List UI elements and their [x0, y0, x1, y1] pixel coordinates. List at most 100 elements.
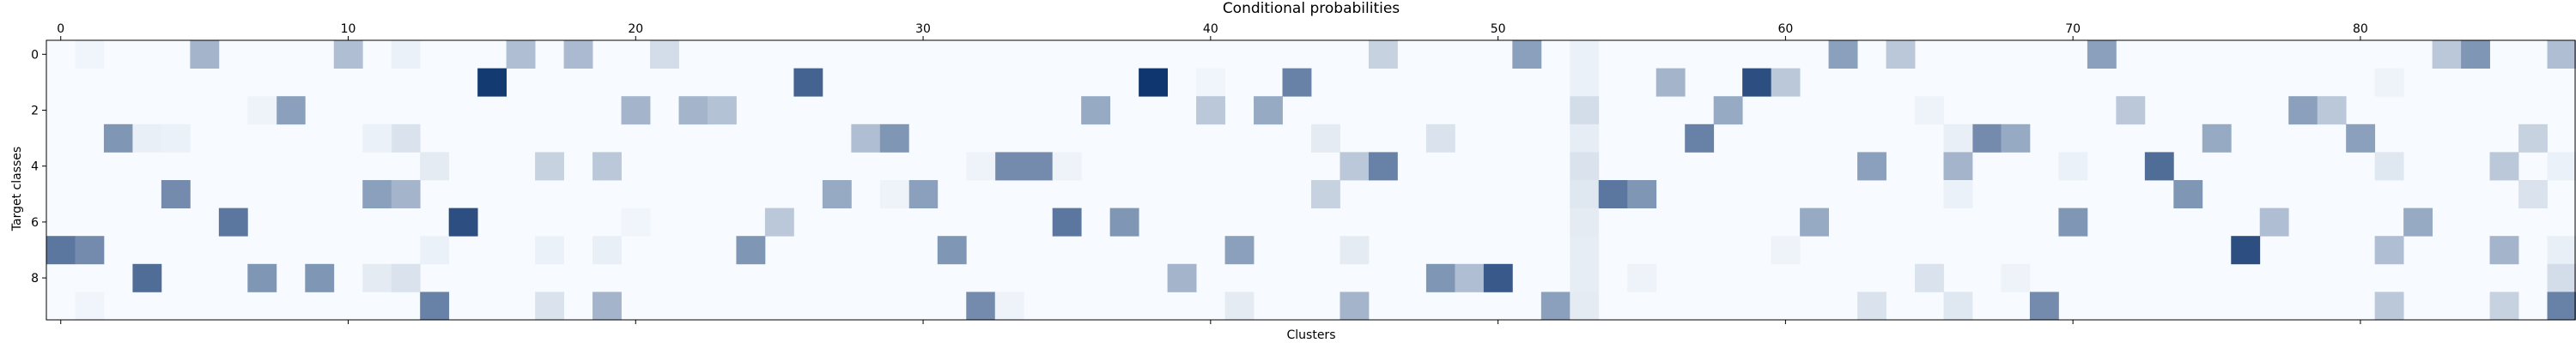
heatmap-cell	[391, 263, 421, 292]
heatmap-cell	[1081, 96, 1111, 125]
heatmap-cell	[1167, 263, 1197, 292]
heatmap-cell	[1254, 96, 1283, 125]
y-axis-label: Target classes	[10, 147, 24, 232]
heatmap-cell	[1771, 68, 1801, 97]
heatmap-cell	[1139, 68, 1169, 97]
x-tick-label-top: 40	[1203, 22, 1218, 36]
heatmap-cell	[535, 292, 564, 321]
heatmap-cell	[1340, 236, 1370, 265]
x-ticks-bottom	[60, 320, 2361, 324]
heatmap-cell	[1052, 152, 1082, 181]
heatmap-cell	[1570, 40, 1600, 69]
heatmap-cell	[2374, 68, 2404, 97]
heatmap-cell	[1570, 152, 1600, 181]
heatmap-cell	[477, 68, 507, 97]
heatmap-cell	[132, 263, 162, 292]
y-tick-label: 0	[31, 48, 39, 62]
heatmap-cell	[1340, 152, 1370, 181]
heatmap-cell	[2374, 152, 2404, 181]
heatmap-cell	[2518, 123, 2548, 153]
heatmap-cell	[1685, 123, 1715, 153]
heatmap-cell	[2116, 96, 2146, 125]
heatmap-cell	[1971, 123, 2002, 153]
heatmap-cell	[2547, 40, 2576, 69]
heatmap-cell	[448, 208, 478, 237]
heatmap-cell	[879, 123, 909, 153]
heatmap-cell	[218, 208, 248, 237]
heatmap-cell	[305, 263, 335, 292]
x-tick-label-top: 60	[1777, 22, 1793, 36]
y-tick-label: 2	[31, 105, 39, 118]
x-tick-label-top: 20	[628, 22, 643, 36]
heatmap-cell	[1311, 180, 1340, 208]
heatmap-cell	[2173, 180, 2203, 208]
heatmap-cell	[1886, 40, 1916, 69]
heatmap-cell	[592, 152, 622, 181]
heatmap-cell	[1943, 292, 1973, 321]
heatmap-cell	[1742, 68, 1772, 97]
heatmap-cell	[592, 292, 622, 321]
heatmap-cell	[247, 263, 277, 292]
heatmap-cell	[362, 123, 392, 153]
heatmap-cell	[1570, 68, 1600, 97]
x-tick-label-top: 10	[341, 22, 356, 36]
heatmap-cell	[1627, 263, 1657, 292]
heatmap-cell	[1570, 180, 1600, 208]
heatmap-cell	[2547, 152, 2576, 181]
heatmap-cell	[2432, 40, 2462, 69]
heatmap-cell	[1943, 123, 1973, 153]
heatmap-cell	[2547, 236, 2576, 265]
heatmap-cell	[1915, 263, 1944, 292]
heatmap-cell	[420, 292, 450, 321]
heatmap-cell	[650, 40, 679, 69]
heatmap-cell	[2058, 208, 2088, 237]
heatmap-cell	[908, 180, 939, 208]
heatmap-cell	[1627, 180, 1657, 208]
heatmap-cell	[506, 40, 536, 69]
heatmap-cell	[2231, 236, 2261, 265]
heatmap-cell	[1570, 208, 1600, 237]
x-tick-label-top: 30	[915, 22, 931, 36]
heatmap-cell	[362, 180, 392, 208]
heatmap-cell	[621, 208, 651, 237]
heatmap-cell	[75, 236, 105, 265]
x-tick-label-top: 50	[1491, 22, 1506, 36]
heatmap-cell	[2029, 292, 2059, 321]
heatmap-cell	[563, 40, 593, 69]
heatmap-cell	[1828, 40, 1858, 69]
heatmap-cell	[75, 40, 105, 69]
heatmap-cell	[1024, 152, 1054, 181]
heatmap-cell	[2087, 40, 2117, 69]
x-tick-label-top: 70	[2065, 22, 2081, 36]
y-ticks: 0 2 4 6 8	[31, 48, 46, 286]
heatmap-cell	[2461, 40, 2490, 69]
heatmap-cell	[46, 236, 76, 265]
heatmap-cell	[2317, 96, 2347, 125]
heatmap-cell	[103, 123, 133, 153]
heatmap-cell	[391, 40, 421, 69]
heatmap-cell	[2489, 152, 2519, 181]
heatmap-cell	[1368, 152, 1398, 181]
heatmap-cell	[1943, 152, 1973, 181]
y-tick-label: 8	[31, 272, 39, 286]
heatmap-cell	[1311, 123, 1340, 153]
plot-frame	[46, 39, 2576, 321]
heatmap-cell	[161, 180, 191, 208]
heatmap-cell	[1109, 208, 1139, 237]
chart-title: Conditional probabilities	[1223, 0, 1400, 17]
heatmap-cell	[822, 180, 852, 208]
x-tick-label-top: 0	[57, 22, 64, 36]
heatmap-cell	[75, 292, 105, 321]
heatmap-cell	[851, 123, 881, 153]
heatmap-cell	[1196, 96, 1225, 125]
heatmap-cell	[2374, 236, 2404, 265]
heatmap-cell	[132, 123, 162, 153]
heatmap-cell	[391, 180, 421, 208]
heatmap-cell	[1857, 292, 1886, 321]
heatmap-cell	[736, 236, 766, 265]
heatmap-cell	[190, 40, 220, 69]
heatmap-cell	[420, 236, 450, 265]
heatmap-cell	[2489, 236, 2519, 265]
heatmap-cell	[1570, 123, 1600, 153]
heatmap-cell	[2144, 152, 2174, 181]
